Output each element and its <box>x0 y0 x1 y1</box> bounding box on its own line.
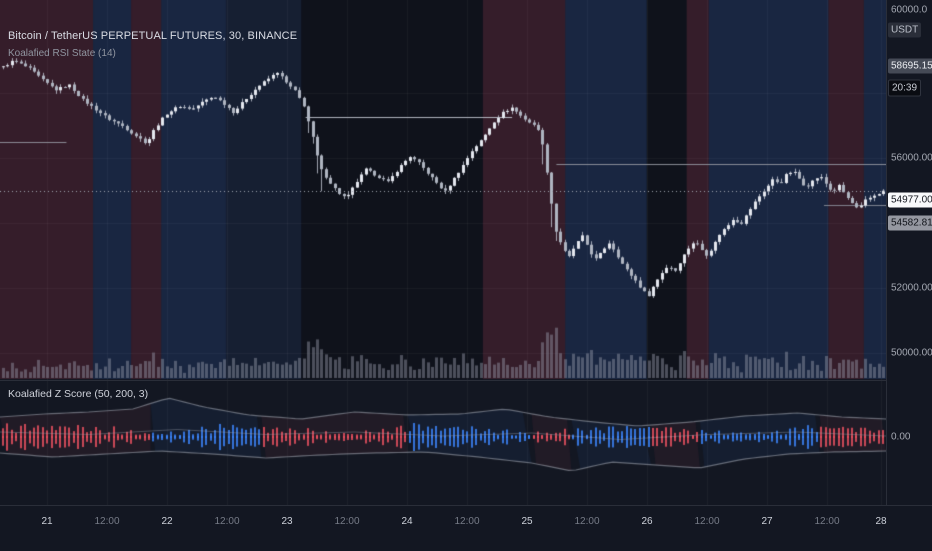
time-axis-hour-label: 12:00 <box>814 516 840 527</box>
time-axis-hour-label: 12:00 <box>94 516 120 527</box>
time-axis-day-label: 23 <box>281 516 293 527</box>
time-axis-hour-label: 12:00 <box>334 516 360 527</box>
symbol-title[interactable]: Bitcoin / TetherUS PERPETUAL FUTURES, 30… <box>8 30 298 42</box>
indicator-zscore-legend[interactable]: Koalafied Z Score (50, 200, 3) <box>8 388 149 400</box>
main-symbol-legend: Bitcoin / TetherUS PERPETUAL FUTURES, 30… <box>8 30 297 59</box>
pane-separator[interactable] <box>0 380 932 381</box>
time-axis-day-label: 24 <box>401 516 413 527</box>
price-axis-chip-dark: 58695.15 <box>888 58 932 74</box>
price-axis-tick: 50000.00 <box>891 347 932 359</box>
price-axis-chip-white: 54977.00 <box>888 192 932 208</box>
price-axis-chip-gray: 54582.81 <box>888 215 932 231</box>
indicator-rsi-legend[interactable]: Koalafied RSI State (14) <box>8 48 116 59</box>
price-axis[interactable]: 60000.0 USDT 58695.15 20:39 56000.00 54977.00… <box>886 0 932 505</box>
time-axis-day-label: 26 <box>641 516 653 527</box>
time-axis[interactable]: 21 12:00 22 12:00 23 12:00 24 12:00 25 12:00 26 12:… <box>0 505 932 551</box>
time-axis-hour-label: 12:00 <box>694 516 720 527</box>
time-axis-hour-label: 12:00 <box>214 516 240 527</box>
time-axis-day-label: 28 <box>875 516 887 527</box>
price-axis-tick: 0.00 <box>891 431 911 443</box>
price-axis-tick: 56000.00 <box>891 152 932 164</box>
price-axis-chip-currency: USDT <box>888 22 922 38</box>
price-axis-tick: 52000.00 <box>891 282 932 294</box>
price-axis-chip-black: 20:39 <box>888 79 922 97</box>
time-axis-day-label: 21 <box>41 516 53 527</box>
chart-canvas[interactable] <box>0 0 886 505</box>
time-axis-day-label: 27 <box>761 516 773 527</box>
time-axis-hour-label: 12:00 <box>454 516 480 527</box>
price-axis-tick: 60000.0 <box>891 4 928 16</box>
time-axis-hour-label: 12:00 <box>574 516 600 527</box>
time-axis-day-label: 25 <box>521 516 533 527</box>
time-axis-day-label: 22 <box>161 516 173 527</box>
